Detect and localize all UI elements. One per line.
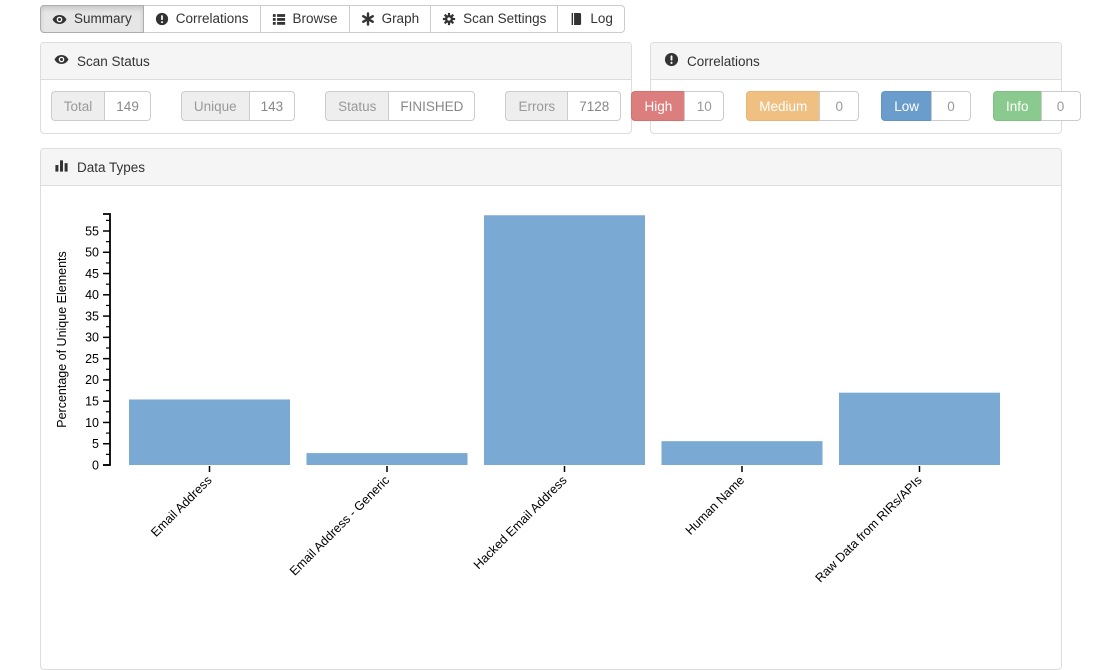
tab-log[interactable]: Log: [557, 5, 625, 33]
svg-text:30: 30: [85, 331, 99, 345]
tab-label: Graph: [381, 11, 420, 26]
correlation-high-badge[interactable]: High 10: [631, 91, 725, 121]
panel-title: Data Types: [77, 159, 146, 175]
exclamation-circle-icon: [664, 52, 679, 70]
eye-icon: [52, 12, 67, 27]
correlation-low-badge[interactable]: Low 0: [881, 91, 972, 121]
svg-text:Percentage of Unique Elements: Percentage of Unique Elements: [55, 251, 69, 428]
bar-label-0: Email Address: [148, 473, 214, 539]
field-label: Errors: [505, 91, 568, 121]
tab-graph[interactable]: Graph: [348, 5, 432, 33]
field-value: FINISHED: [388, 91, 476, 121]
scan-status-field: Status FINISHED: [325, 91, 476, 121]
risk-label: Medium: [746, 91, 820, 121]
field-label: Unique: [180, 91, 249, 121]
risk-count: 0: [1040, 91, 1081, 121]
field-label: Total: [50, 91, 105, 121]
svg-text:10: 10: [85, 416, 99, 430]
bar-label-2: Hacked Email Address: [471, 473, 570, 572]
exclamation-circle-icon: [155, 12, 169, 26]
scan-unique-field: Unique 143: [180, 91, 296, 121]
risk-label: Info: [993, 91, 1041, 121]
tab-browse[interactable]: Browse: [259, 5, 350, 33]
svg-text:55: 55: [85, 224, 99, 238]
tab-correlations[interactable]: Correlations: [142, 5, 261, 33]
scan-total-field: Total 149: [50, 91, 151, 121]
svg-text:5: 5: [92, 437, 99, 451]
svg-text:45: 45: [85, 267, 99, 281]
risk-count: 10: [684, 91, 725, 121]
book-icon: [569, 12, 583, 26]
data-types-header: Data Types: [41, 149, 1061, 186]
data-types-chart-area: 0 5 10 15 20 25 30 35 40 45 50 55 Percentage of Uniq…: [41, 186, 1061, 597]
svg-text:50: 50: [85, 246, 99, 260]
tab-label: Log: [590, 11, 613, 26]
asterisk-icon: [361, 12, 375, 26]
bar-label-1: Email Address - Generic: [287, 473, 392, 578]
bar-3[interactable]: [661, 441, 823, 465]
correlation-info-badge[interactable]: Info 0: [993, 91, 1081, 121]
bar-0[interactable]: [129, 399, 290, 465]
svg-text:40: 40: [85, 288, 99, 302]
tab-label: Correlations: [175, 11, 249, 26]
scan-status-header: Scan Status: [41, 43, 631, 80]
gear-icon: [442, 12, 456, 26]
bar-1[interactable]: [306, 453, 468, 465]
bar-label-4: Raw Data from RIRs/APIs: [813, 473, 925, 585]
risk-label: High: [631, 91, 685, 121]
list-icon: [272, 12, 286, 26]
svg-text:15: 15: [85, 394, 99, 408]
tab-label: Browse: [292, 11, 338, 26]
bar-4[interactable]: [839, 392, 1000, 465]
tab-label: Summary: [74, 11, 132, 26]
correlations-panel: Correlations High 10 Medium 0 Low 0 Info…: [631, 42, 1081, 134]
bar-label-3: Human Name: [683, 473, 747, 537]
svg-text:25: 25: [85, 352, 99, 366]
svg-text:0: 0: [92, 458, 99, 472]
risk-label: Low: [881, 91, 932, 121]
scan-tab-bar: Summary Correlations Browse Graph Scan S…: [40, 5, 625, 33]
panel-title: Scan Status: [77, 53, 150, 69]
scan-errors-field: Errors 7128: [505, 91, 622, 121]
bar-2[interactable]: [484, 215, 645, 465]
svg-text:35: 35: [85, 309, 99, 323]
scan-status-panel: Scan Status Total 149 Unique 143 Status …: [40, 42, 632, 134]
correlations-header: Correlations: [651, 43, 1061, 80]
field-value: 7128: [567, 91, 622, 121]
data-types-panel: Data Types 0 5 10 15 20 25 30 35 40 45 50 55 Percent…: [40, 148, 1062, 670]
tab-label: Scan Settings: [463, 11, 547, 26]
data-types-bar-chart: 0 5 10 15 20 25 30 35 40 45 50 55 Percentage of Uniq…: [55, 213, 1000, 585]
correlation-medium-badge[interactable]: Medium 0: [746, 91, 860, 121]
risk-count: 0: [931, 91, 972, 121]
svg-text:20: 20: [85, 373, 99, 387]
tab-scan-settings[interactable]: Scan Settings: [430, 5, 559, 33]
risk-count: 0: [819, 91, 860, 121]
bar-chart-icon: [54, 158, 69, 176]
field-value: 143: [248, 91, 296, 121]
tab-summary[interactable]: Summary: [40, 5, 144, 33]
panel-title: Correlations: [687, 53, 760, 69]
field-value: 149: [104, 91, 151, 121]
eye-icon: [54, 52, 69, 70]
field-label: Status: [325, 91, 389, 121]
